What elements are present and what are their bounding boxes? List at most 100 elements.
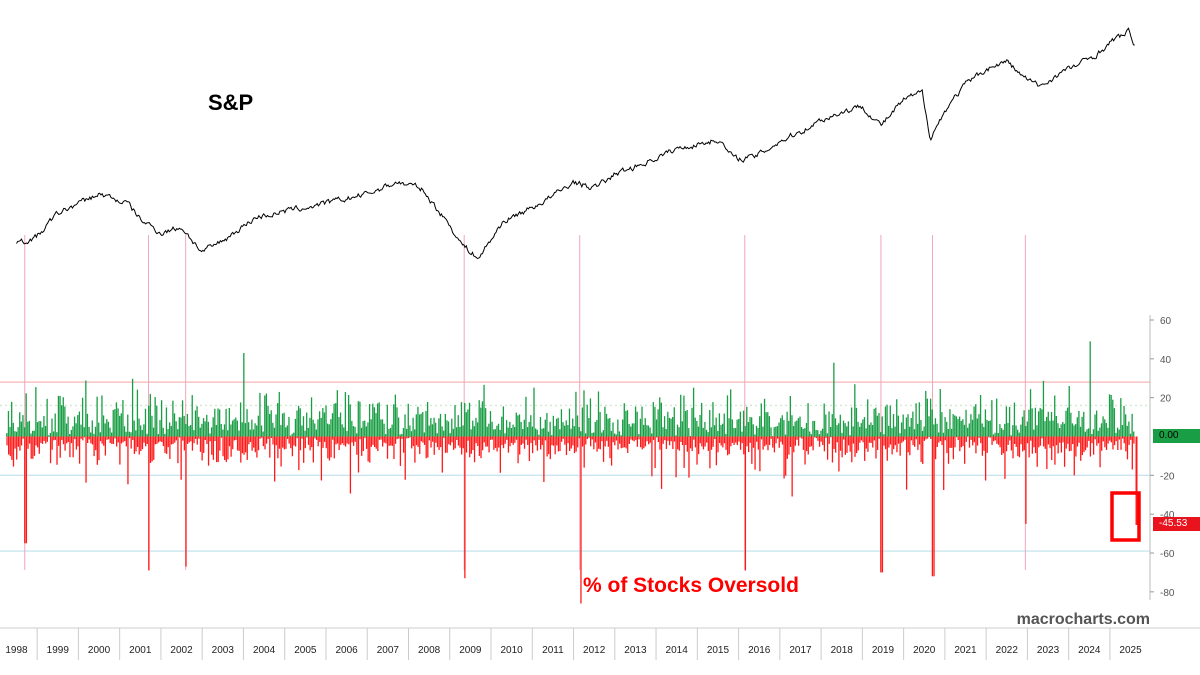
bar-positive [704, 421, 706, 437]
bar-negative [341, 436, 344, 444]
bar-positive [878, 413, 880, 437]
bar-positive [907, 414, 909, 437]
bar-positive [309, 417, 311, 437]
bar-negative [517, 436, 519, 464]
year-label: 2005 [294, 645, 317, 656]
bar-negative [696, 436, 698, 465]
bar-negative [215, 436, 218, 463]
bar-negative [1046, 436, 1048, 469]
bar-negative [909, 436, 911, 456]
bar-positive [125, 431, 127, 437]
bar-positive [789, 395, 791, 437]
bar-negative [1038, 436, 1040, 448]
bar-negative [322, 436, 324, 448]
bar-positive [115, 402, 118, 437]
bar-positive [987, 421, 990, 437]
bar-positive [1105, 422, 1107, 437]
bar-positive [860, 423, 862, 437]
bar-positive [979, 394, 982, 437]
bar-positive [768, 416, 771, 437]
bar-positive [196, 406, 198, 437]
bar-positive [523, 419, 525, 437]
bar-positive [194, 410, 197, 437]
bar-positive [1123, 405, 1125, 437]
bar-negative [809, 436, 811, 447]
bar-positive [910, 417, 912, 437]
bar-negative [741, 436, 743, 444]
bar-positive [409, 425, 411, 437]
bar-negative [377, 436, 379, 452]
bar-negative [606, 436, 608, 441]
bar-negative [631, 436, 634, 441]
bar-positive [315, 429, 318, 437]
year-label: 2022 [996, 645, 1019, 656]
bar-negative [873, 436, 876, 441]
bar-positive [746, 406, 748, 437]
bar-positive [857, 421, 859, 437]
bar-positive [644, 418, 646, 437]
bar-negative [40, 436, 42, 443]
bar-negative [720, 436, 722, 446]
bar-positive [978, 414, 980, 437]
bar-positive [297, 405, 300, 437]
bar-positive [57, 395, 60, 437]
bar-negative [127, 436, 129, 485]
bar-positive [51, 418, 53, 437]
bar-positive [386, 404, 388, 437]
bar-positive [357, 401, 359, 437]
bar-negative [604, 436, 606, 447]
bar-positive [551, 435, 553, 437]
bar-positive [929, 398, 932, 437]
bar-negative [420, 436, 423, 442]
bar-positive [742, 410, 745, 437]
bar-negative [552, 436, 555, 446]
bar-positive [156, 405, 158, 437]
bar-positive [164, 433, 166, 437]
bar-negative [452, 436, 455, 450]
bar-negative [280, 436, 282, 467]
bar-positive [636, 411, 638, 437]
bar-positive [634, 406, 637, 437]
bar-positive [926, 398, 929, 437]
bar-negative [689, 436, 692, 449]
year-label: 2000 [88, 645, 111, 656]
bar-positive [731, 419, 733, 437]
bar-negative [1120, 436, 1122, 450]
bar-negative [934, 436, 937, 460]
bar-negative [918, 436, 921, 445]
bar-positive [518, 414, 521, 437]
bar-negative [764, 436, 766, 447]
bar-negative [1068, 436, 1071, 452]
bar-negative [1101, 436, 1103, 451]
bar-positive [1000, 428, 1003, 437]
bar-positive [862, 419, 864, 437]
year-label: 2013 [624, 645, 647, 656]
bar-positive [1031, 408, 1033, 437]
bar-negative [767, 436, 769, 451]
bar-positive [135, 430, 137, 437]
bar-positive [431, 424, 434, 437]
bar-positive [831, 414, 833, 437]
bar-negative [315, 436, 318, 440]
bar-positive [631, 423, 633, 437]
bar-positive [875, 407, 877, 437]
bar-positive [439, 413, 442, 437]
bar-positive [38, 421, 40, 437]
bar-positive [921, 430, 924, 437]
bar-negative [664, 436, 666, 441]
bar-negative [986, 436, 988, 453]
bar-negative [17, 436, 19, 447]
bar-negative [651, 436, 653, 477]
bar-negative [485, 436, 487, 447]
year-label: 2001 [129, 645, 152, 656]
bar-positive [70, 429, 72, 437]
bar-positive [567, 425, 569, 437]
bar-positive [151, 415, 153, 437]
bar-positive [212, 417, 214, 437]
bar-negative [649, 436, 651, 443]
bar-positive [465, 412, 467, 437]
bar-positive [1029, 389, 1032, 437]
bar-positive [572, 418, 574, 437]
bar-negative [122, 436, 124, 443]
bar-negative [449, 436, 452, 446]
